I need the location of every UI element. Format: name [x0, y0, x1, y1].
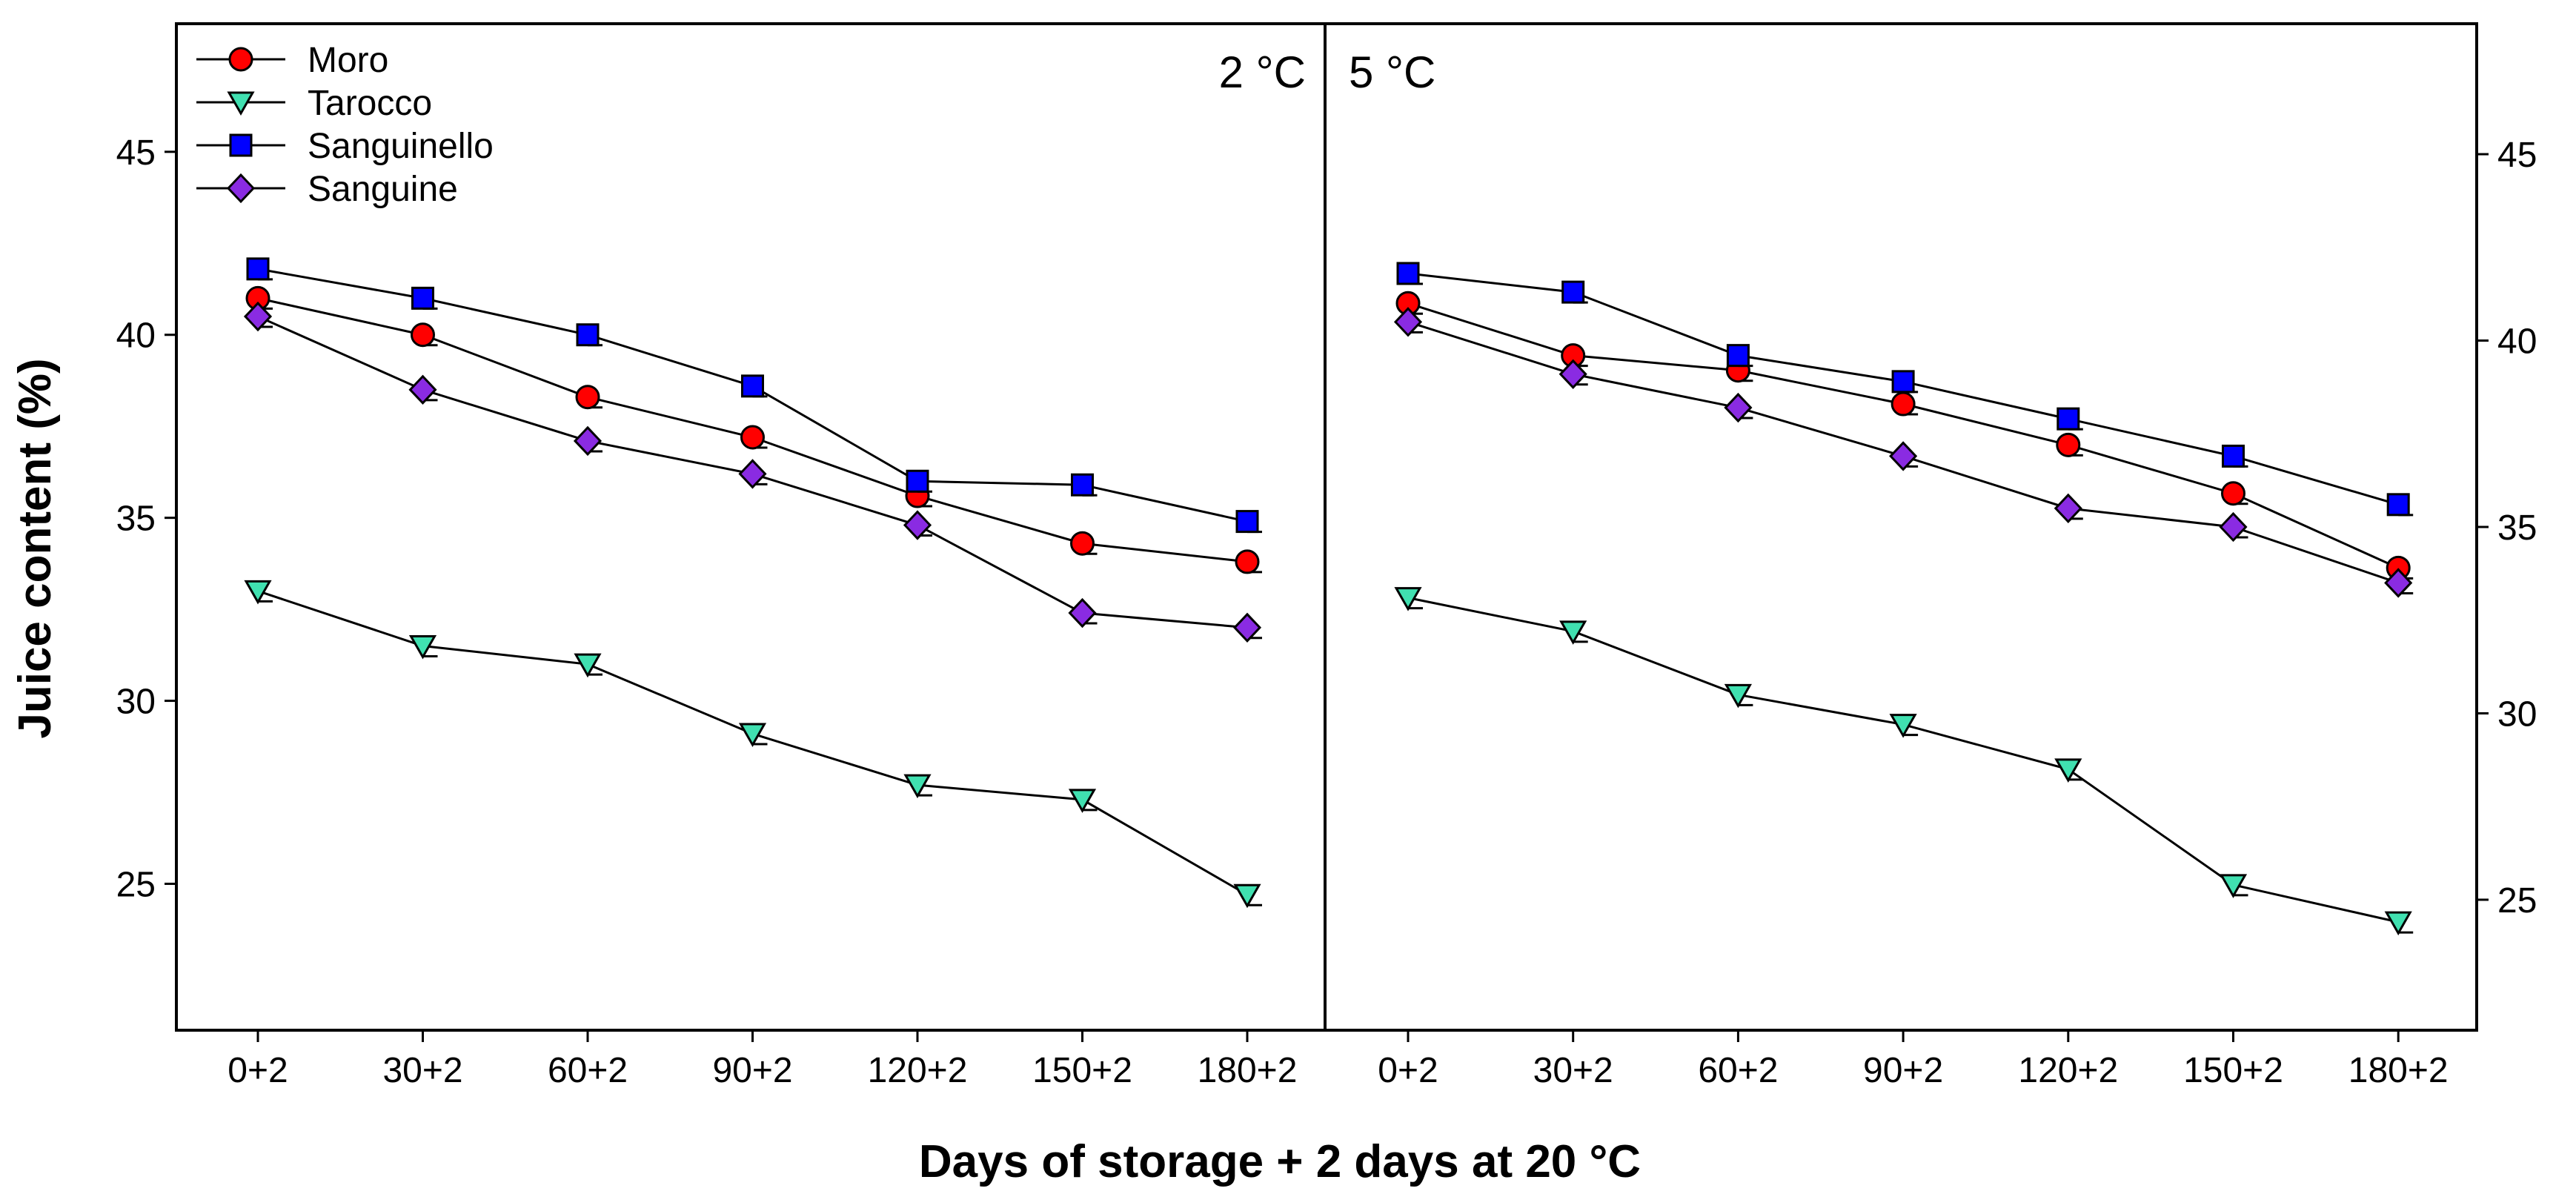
data-point-tarocco-p0	[408, 634, 437, 660]
data-point-moro-p1	[2056, 432, 2081, 457]
x-tick-label-p0: 120+2	[868, 1051, 968, 1090]
data-point-sanguine-p0	[573, 425, 602, 457]
legend-label-sanguinello: Sanguinello	[308, 127, 494, 166]
data-point-sanguinello-p0	[576, 323, 600, 347]
data-point-tarocco-p1	[1889, 714, 1917, 738]
data-point-sanguine-p0	[243, 301, 273, 332]
data-point-sanguine-p1	[1558, 359, 1587, 389]
x-axis-title: Days of storage + 2 days at 20 °C	[919, 1136, 1641, 1187]
data-point-tarocco-p0	[903, 774, 932, 799]
data-point-tarocco-p1	[1394, 587, 1422, 611]
data-point-moro-p0	[740, 425, 765, 450]
y-axis-title: Juice content (%)	[10, 358, 61, 738]
data-point-tarocco-p1	[1724, 683, 1752, 709]
data-point-tarocco-p0	[1068, 789, 1097, 813]
data-point-sanguine-p1	[1393, 307, 1423, 337]
y-tick-label-right: 35	[2497, 508, 2537, 548]
data-point-tarocco-p0	[1233, 883, 1261, 909]
data-point-sanguine-p0	[738, 459, 767, 489]
x-tick-label-p0: 90+2	[712, 1051, 792, 1090]
data-point-sanguinello-p0	[1071, 473, 1094, 497]
panel-label-2c: 2 °C	[1219, 47, 1306, 97]
data-point-tarocco-p1	[2054, 758, 2082, 783]
panel-label-5c: 5 °C	[1349, 47, 1435, 97]
series-line-tarocco-p1	[1407, 597, 2399, 923]
legend-marker-sanguinello	[229, 133, 253, 157]
data-point-sanguinello-p1	[2386, 493, 2410, 517]
x-tick-label-p0: 60+2	[548, 1051, 628, 1090]
data-point-sanguinello-p1	[1561, 280, 1585, 304]
x-tick-label-p1: 60+2	[1698, 1051, 1778, 1090]
data-point-moro-p0	[411, 322, 435, 348]
data-point-sanguinello-p1	[1396, 262, 1420, 285]
x-tick-label-p1: 120+2	[2018, 1051, 2118, 1090]
legend-marker-sanguine	[226, 173, 256, 204]
data-point-sanguine-p1	[1724, 392, 1753, 423]
data-point-moro-p0	[1070, 531, 1095, 556]
series-line-moro-p1	[1407, 302, 2399, 569]
data-point-moro-p0	[575, 385, 600, 410]
x-tick-label-p0: 180+2	[1198, 1051, 1298, 1090]
legend-label-moro: Moro	[308, 41, 388, 80]
data-point-tarocco-p0	[738, 723, 767, 748]
data-point-sanguinello-p1	[1891, 370, 1915, 394]
x-tick-label-p1: 90+2	[1863, 1051, 1943, 1090]
x-tick-label-p0: 30+2	[382, 1051, 462, 1090]
y-tick-label-right: 25	[2497, 881, 2537, 921]
data-point-sanguinello-p0	[1235, 510, 1259, 534]
legend-label-sanguine: Sanguine	[308, 170, 458, 209]
y-tick-label-left: 45	[116, 133, 156, 173]
legend: Moro Tarocco Sanguinello Sanguine	[196, 41, 494, 209]
y-tick-label-right: 40	[2497, 322, 2537, 362]
y-tick-label-left: 25	[116, 865, 156, 904]
data-point-sanguinello-p0	[246, 257, 270, 281]
data-point-moro-p1	[2221, 481, 2245, 506]
data-point-sanguine-p1	[2384, 568, 2413, 598]
data-point-tarocco-p0	[244, 580, 272, 605]
legend-marker-tarocco	[227, 91, 255, 116]
data-point-sanguine-p0	[408, 374, 437, 405]
data-point-tarocco-p1	[1559, 620, 1587, 645]
x-tick-label-p0: 150+2	[1032, 1051, 1132, 1090]
x-tick-label-p1: 180+2	[2348, 1051, 2449, 1090]
y-tick-label-right: 45	[2497, 136, 2537, 175]
data-point-tarocco-p0	[574, 653, 602, 678]
x-tick-label-p1: 30+2	[1533, 1051, 1613, 1090]
x-tick-label-p1: 0+2	[1378, 1051, 1438, 1090]
data-point-sanguine-p1	[2219, 511, 2248, 543]
data-point-sanguinello-p1	[2057, 407, 2080, 431]
data-point-sanguine-p0	[1068, 597, 1097, 628]
data-point-sanguine-p0	[903, 510, 932, 540]
y-tick-label-left: 30	[116, 683, 156, 722]
x-tick-label-p0: 0+2	[228, 1051, 288, 1090]
data-point-moro-p1	[1890, 391, 1916, 417]
y-tick-label-left: 40	[116, 316, 156, 356]
legend-label-tarocco: Tarocco	[308, 84, 432, 123]
data-point-tarocco-p1	[2219, 874, 2248, 898]
data-point-sanguinello-p1	[1726, 344, 1750, 368]
data-point-sanguinello-p0	[741, 374, 764, 398]
data-point-sanguinello-p0	[411, 286, 434, 310]
y-tick-label-right: 30	[2497, 694, 2537, 734]
x-tick-label-p1: 150+2	[2183, 1051, 2283, 1090]
data-point-sanguinello-p0	[906, 469, 929, 493]
data-point-moro-p0	[1235, 549, 1260, 574]
legend-marker-moro	[228, 47, 253, 72]
data-point-tarocco-p1	[2384, 911, 2412, 936]
y-tick-label-left: 35	[116, 500, 156, 539]
data-point-sanguine-p1	[2054, 493, 2082, 524]
data-point-sanguine-p0	[1232, 612, 1262, 643]
data-point-sanguine-p1	[1889, 441, 1918, 471]
data-point-sanguinello-p1	[2222, 444, 2245, 468]
